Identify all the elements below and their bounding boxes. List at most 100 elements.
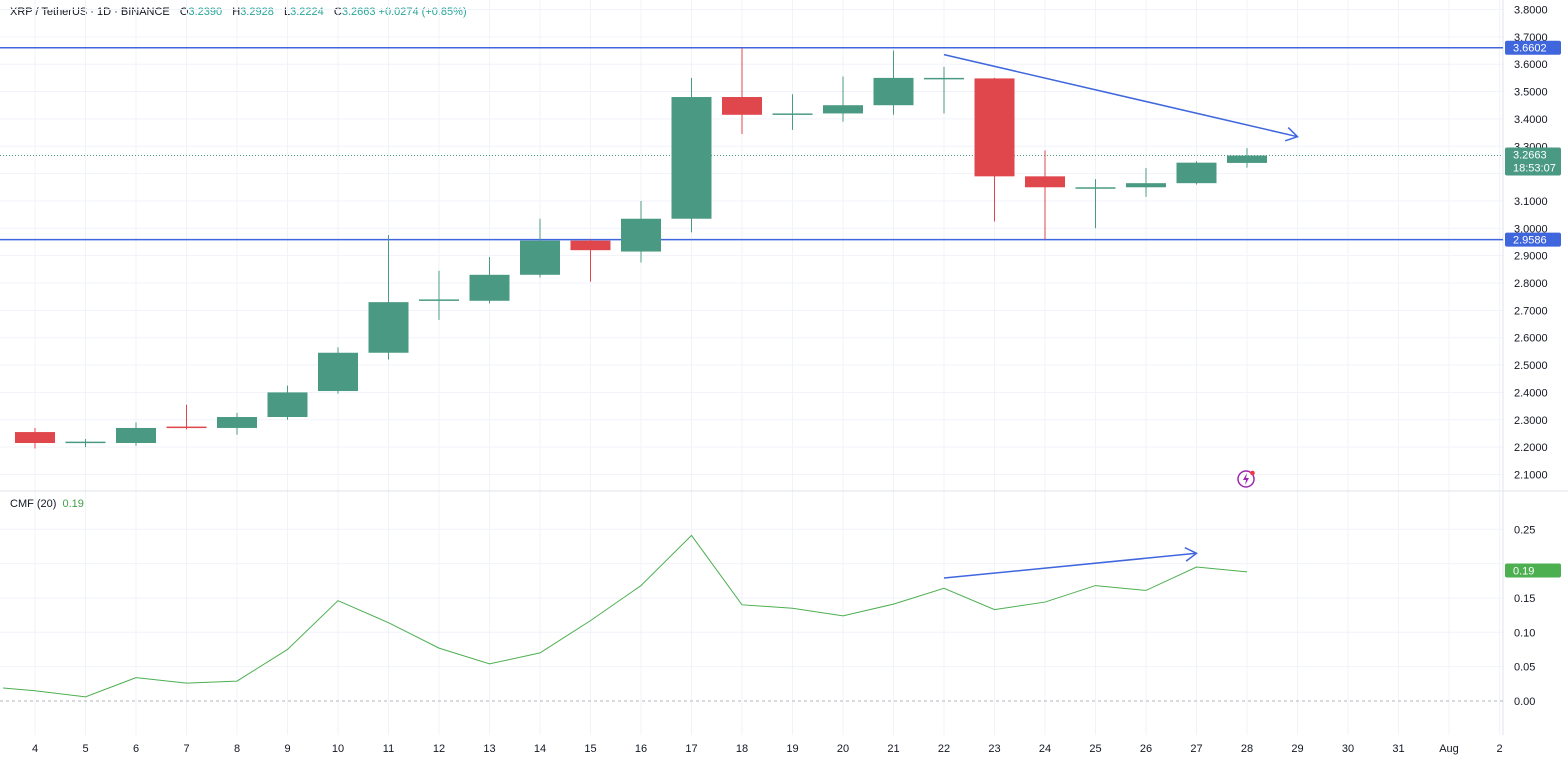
x-axis-label: 5 [82, 743, 88, 755]
price-axis-label: 3.0000 [1514, 223, 1548, 235]
candle-body [924, 77, 964, 80]
candle-body [267, 392, 308, 418]
candle-body [1025, 176, 1065, 188]
x-axis-label: 14 [534, 743, 546, 755]
candle-body [621, 218, 661, 252]
x-axis-label: 18 [736, 743, 748, 755]
x-axis-label: 4 [32, 743, 38, 755]
x-axis-label: 8 [234, 743, 240, 755]
cmf-legend: CMF (20) 0.19 [10, 498, 84, 510]
candle-body [368, 302, 409, 353]
candle-body [722, 97, 762, 115]
x-axis-label: 23 [988, 743, 1000, 755]
x-axis-label: 9 [284, 743, 290, 755]
support-badge-text: 2.9586 [1513, 235, 1547, 247]
price-trend-arrow-head [1284, 127, 1299, 142]
price-axis-label: 2.2000 [1514, 442, 1548, 454]
x-axis-label: 19 [786, 743, 798, 755]
candle-body [1075, 187, 1116, 189]
candle-body [1227, 155, 1267, 163]
x-axis-label: 12 [433, 743, 445, 755]
cmf-trend-arrow [943, 552, 1197, 579]
lightning-icon-bolt [1243, 473, 1249, 485]
price-axis-label: 3.5000 [1514, 87, 1548, 99]
price-axis-label: 3.6000 [1514, 59, 1548, 71]
candle-body [1126, 183, 1166, 188]
price-axis-label: 2.5000 [1514, 360, 1548, 372]
support-badge: 2.9586 [1505, 232, 1561, 247]
price-axis-label: 2.8000 [1514, 278, 1548, 290]
cmf-axis-label: 0.15 [1514, 593, 1535, 605]
price-axis-label: 2.6000 [1514, 333, 1548, 345]
last-price-badge-bg [1505, 147, 1561, 176]
resistance-badge-text: 3.6602 [1513, 43, 1547, 55]
x-axis-label: 30 [1342, 743, 1354, 755]
lightning-icon-ring [1237, 470, 1255, 488]
price-axis-label: 3.8000 [1514, 5, 1548, 17]
cmf-value-badge: 0.19 [1505, 563, 1561, 578]
x-axis-label: 21 [887, 743, 899, 755]
x-axis-label: 15 [584, 743, 596, 755]
candle-body [116, 427, 156, 443]
open-label: O [179, 6, 189, 18]
candle-body [15, 432, 55, 443]
candle-body [419, 299, 459, 301]
candle-body [974, 78, 1015, 177]
x-axis-label: 28 [1241, 743, 1253, 755]
cmf-axis-label: 0.10 [1514, 627, 1535, 639]
high-label: H [232, 6, 241, 18]
price-axis-label: 2.1000 [1514, 469, 1548, 481]
candle-body [318, 352, 358, 392]
price-axis-label: 2.9000 [1514, 251, 1548, 263]
lightning-icon-dot [1250, 470, 1255, 476]
x-axis-label: 27 [1190, 743, 1202, 755]
cmf-axis-label: 0.00 [1514, 696, 1535, 708]
price-axis-label: 2.7000 [1514, 305, 1548, 317]
candle-body [772, 113, 813, 115]
price-axis-label: 3.1000 [1514, 196, 1548, 208]
x-axis-label: 7 [183, 743, 189, 755]
cmf-value-badge-bg [1505, 563, 1561, 578]
price-trend-arrow [943, 53, 1298, 138]
x-axis-label: 31 [1392, 743, 1404, 755]
candle-body [166, 426, 207, 429]
x-axis-label: Aug [1439, 743, 1459, 755]
last-price-badge-text: 3.2663 [1513, 149, 1547, 161]
price-axis-label: 2.3000 [1514, 415, 1548, 427]
candle-body [520, 240, 560, 275]
x-axis-label: 17 [685, 743, 697, 755]
lightning-icon [1237, 470, 1255, 488]
candle-body [469, 274, 510, 301]
x-axis-label: 10 [332, 743, 344, 755]
cmf-trend-arrow-head [1184, 546, 1198, 562]
x-axis-label: 24 [1039, 743, 1051, 755]
cmf-value-badge-text: 0.19 [1513, 565, 1534, 577]
candle-body [217, 417, 257, 428]
candle-body [570, 240, 611, 251]
x-axis-label: 26 [1140, 743, 1152, 755]
candle-body [65, 441, 106, 444]
last-price-badge-text: 18:53:07 [1513, 162, 1556, 174]
resistance-badge: 3.6602 [1505, 40, 1561, 55]
candle-body [1176, 162, 1217, 184]
cmf-series-line [2, 534, 1248, 698]
cmf-label: CMF (20) [10, 498, 57, 510]
candle-body [823, 105, 863, 114]
cmf-value: 0.19 [62, 498, 84, 510]
x-axis-label: 16 [635, 743, 647, 755]
x-axis-label: 11 [383, 743, 394, 755]
resistance-badge-bg [1505, 40, 1561, 55]
x-axis-label: 22 [938, 743, 950, 755]
cmf-axis-label: 0.05 [1514, 662, 1535, 674]
support-badge-bg [1505, 232, 1561, 247]
x-axis-label: 20 [837, 743, 849, 755]
candle-body [873, 77, 914, 106]
x-axis-label: 29 [1291, 743, 1303, 755]
x-axis-label: 13 [483, 743, 495, 755]
x-axis-label: 2 [1496, 743, 1502, 755]
candle-body [671, 97, 712, 219]
cmf-axis-label: 0.25 [1514, 524, 1535, 536]
price-axis-label: 3.4000 [1514, 114, 1548, 126]
